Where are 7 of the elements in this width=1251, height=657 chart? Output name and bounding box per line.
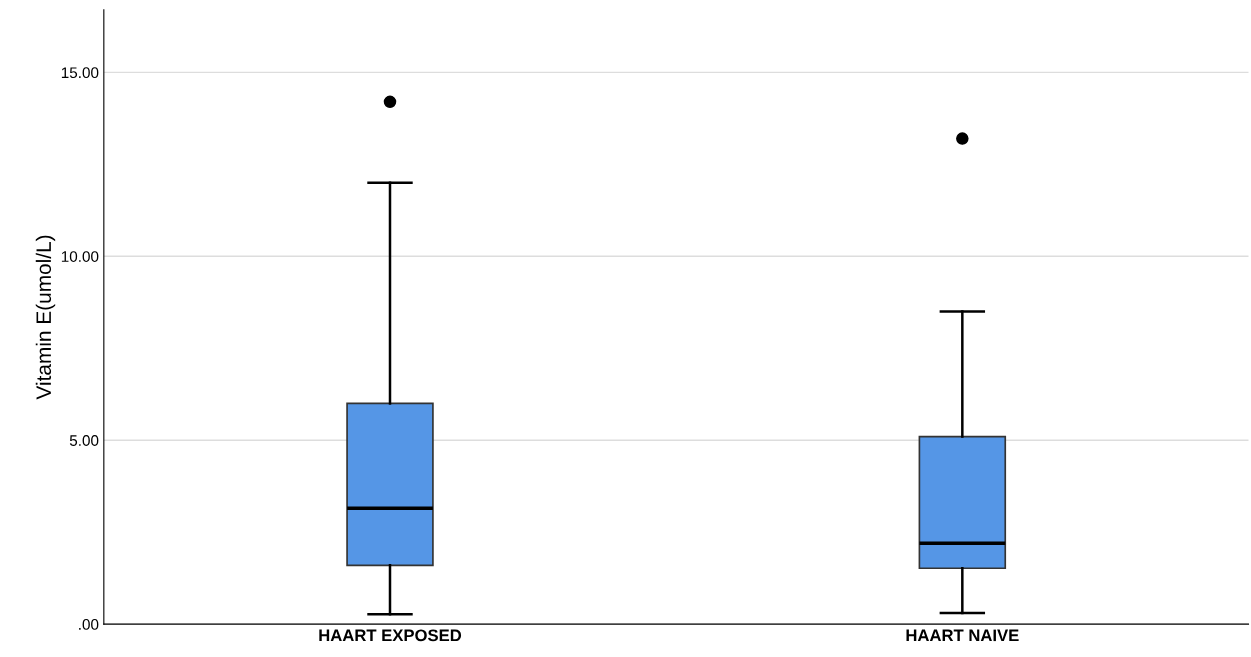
x-tick-label: HAART EXPOSED	[319, 629, 462, 642]
y-tick-label: 10.00	[61, 251, 99, 262]
y-axis-title: Vitamin E(umol/L)	[35, 235, 56, 400]
y-tick-label: 15.00	[61, 67, 99, 79]
x-tick-label: HAART NAIVE	[906, 629, 1019, 642]
y-tick-label: 5.00	[69, 435, 99, 446]
y-tick-label: .00	[79, 619, 99, 630]
